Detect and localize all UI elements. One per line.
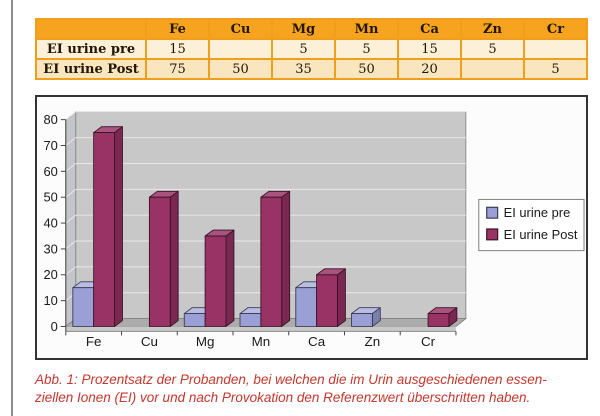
bar-chart: 0 10 20 30 40 50 60 70 80 Fe Cu Mg Mn Ca Zn Cr EI urine … xyxy=(35,95,588,360)
figure-caption: Abb. 1: Prozentsatz der Probanden, bei w… xyxy=(35,371,588,407)
gridline-connector xyxy=(65,188,77,198)
table-cell: 50 xyxy=(334,58,399,80)
x-axis-label: Ca xyxy=(308,334,326,349)
table-cell: 50 xyxy=(208,58,273,80)
column-header-Zn: Zn xyxy=(460,18,525,40)
row-label: EI urine Post xyxy=(35,58,147,80)
x-axis-label: Mn xyxy=(252,334,271,349)
column-header-Mg: Mg xyxy=(271,18,336,40)
x-axis-label: Cu xyxy=(141,334,158,349)
bar-EI-urine-Post-Cr xyxy=(427,307,458,327)
gridline-connector xyxy=(65,240,77,250)
caption-line-2: ziellen Ionen (EI) vor und nach Provokat… xyxy=(35,390,531,406)
legend-swatch xyxy=(486,206,499,219)
x-axis-label: Cr xyxy=(421,334,436,349)
table-cell xyxy=(208,38,273,60)
y-axis-label: 60 xyxy=(43,164,57,179)
bar-EI-urine-Post-Fe xyxy=(93,126,123,327)
bar-EI-urine-pre-Zn xyxy=(351,307,381,327)
table-cell xyxy=(523,38,588,60)
x-axis-label: Fe xyxy=(86,334,102,349)
y-axis-label: 80 xyxy=(43,112,57,127)
bar-EI-urine-Post-Ca xyxy=(316,268,346,327)
floor-front-edge xyxy=(65,326,456,332)
data-table: Fe Cu Mg Mn Ca Zn Cr EI urine pre 15 5 5 15 5 EI urin… xyxy=(35,18,588,80)
table-cell: 75 xyxy=(145,58,210,80)
gridline-connector xyxy=(65,163,77,172)
legend-label: EI urine pre xyxy=(504,205,571,220)
column-header-Cu: Cu xyxy=(208,18,273,40)
table-corner-cell xyxy=(35,18,147,40)
y-axis-label: 30 xyxy=(43,241,57,256)
gridline-connector xyxy=(65,214,77,224)
column-header-Cr: Cr xyxy=(523,18,588,40)
gridline-connector xyxy=(65,266,77,276)
table-cell: 5 xyxy=(271,38,336,60)
y-axis-label: 0 xyxy=(51,319,58,334)
y-axis-label: 40 xyxy=(43,216,57,231)
table-cell: 35 xyxy=(271,58,336,80)
table-cell: 20 xyxy=(397,58,462,80)
y-axis-label: 50 xyxy=(43,190,57,205)
column-rule xyxy=(11,0,13,416)
results-table: Fe Cu Mg Mn Ca Zn Cr EI urine pre 15 5 5 15 5 EI urin… xyxy=(35,18,588,80)
column-header-Fe: Fe xyxy=(145,18,210,40)
bar-chart-canvas: 0 10 20 30 40 50 60 70 80 Fe Cu Mg Mn Ca Zn Cr EI urine … xyxy=(43,110,585,349)
caption-line-1: Abb. 1: Prozentsatz der Probanden, bei w… xyxy=(35,372,547,387)
table-cell: 15 xyxy=(397,38,462,60)
x-axis-label: Zn xyxy=(365,334,381,349)
gridline-connector xyxy=(65,111,77,121)
y-axis-label: 70 xyxy=(43,138,57,153)
table-cell: 5 xyxy=(523,58,588,80)
table-cell xyxy=(460,58,525,80)
gridline-connector xyxy=(65,137,77,146)
y-axis-label: 10 xyxy=(43,293,57,308)
x-axis-label: Mg xyxy=(196,334,215,349)
y-axis-label: 20 xyxy=(43,267,57,282)
row-label: EI urine pre xyxy=(35,38,147,60)
legend-swatch xyxy=(486,228,499,241)
table-cell: 5 xyxy=(334,38,399,60)
column-header-Ca: Ca xyxy=(397,18,462,40)
legend: EI urine pre EI urine Post xyxy=(478,198,585,252)
column-header-Mn: Mn xyxy=(334,18,399,40)
bar-EI-urine-Post-Cu xyxy=(148,190,179,327)
bar-EI-urine-Post-Mg xyxy=(204,229,235,327)
legend-label: EI urine Post xyxy=(504,227,578,242)
bar-EI-urine-Post-Mn xyxy=(260,190,291,327)
table-cell: 5 xyxy=(460,38,525,60)
table-cell: 15 xyxy=(145,38,210,60)
